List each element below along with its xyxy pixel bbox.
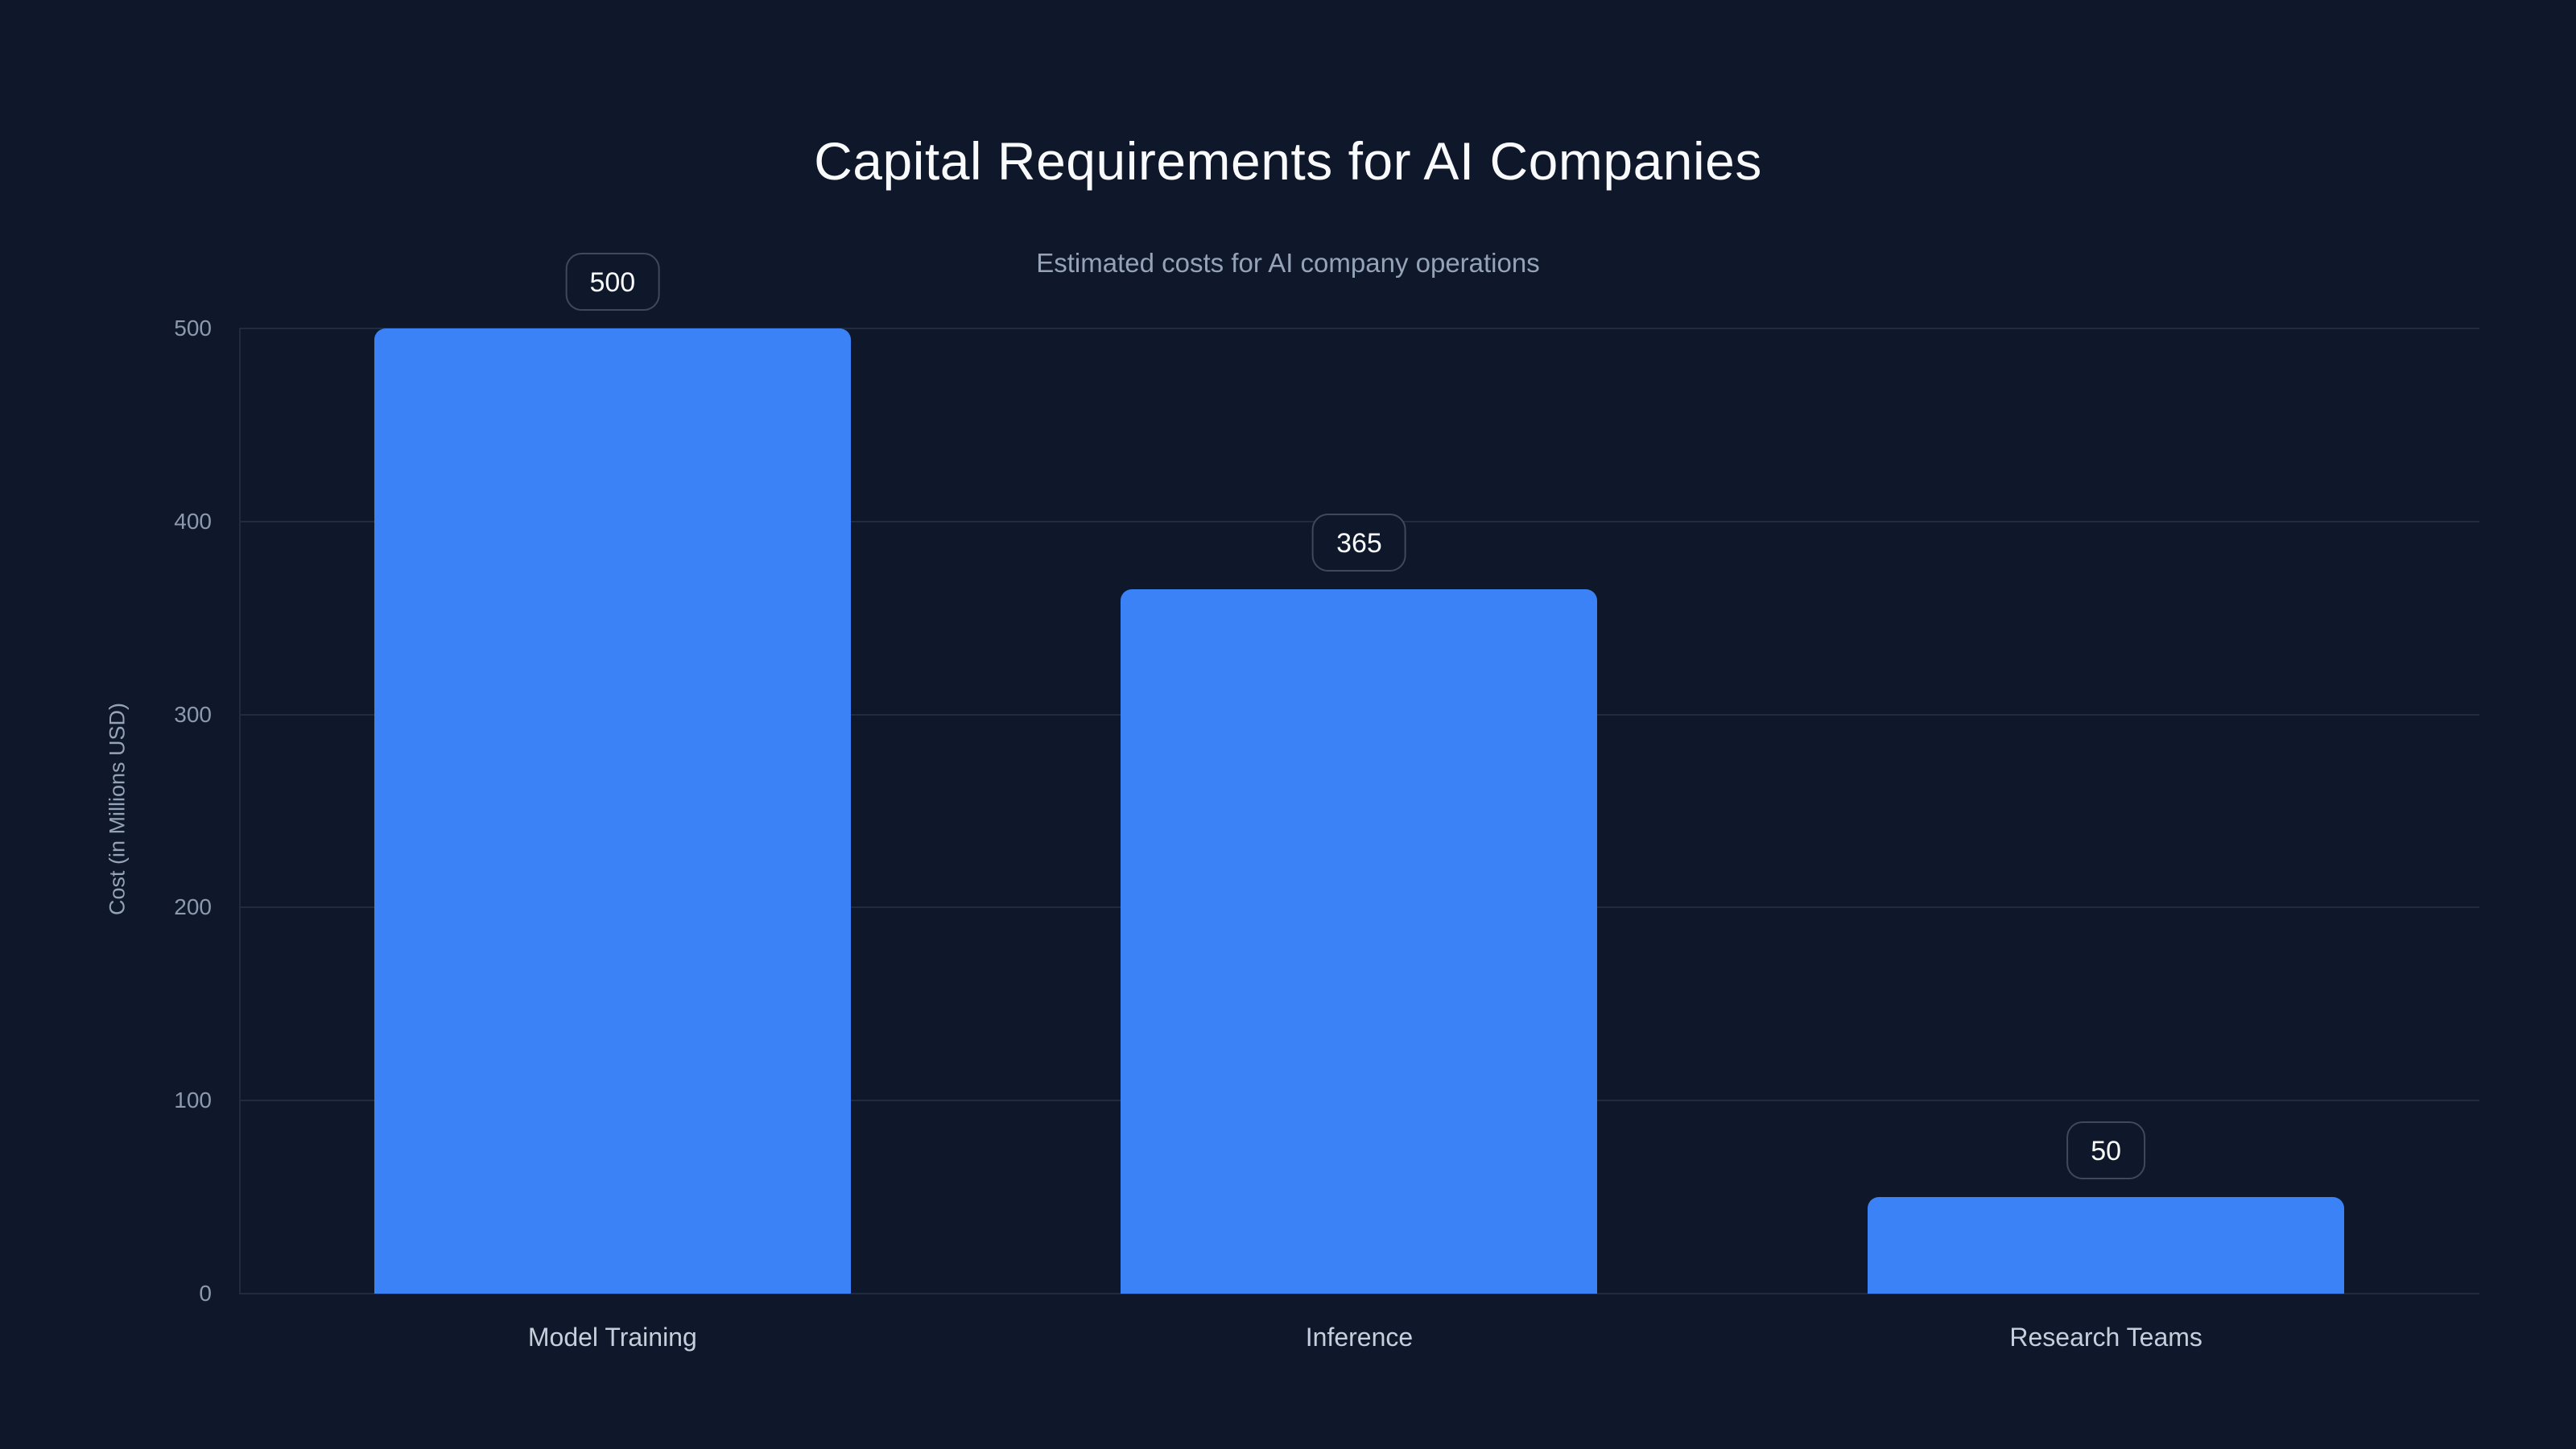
y-tick-label-0: 0 <box>199 1281 212 1306</box>
y-tick-label-500: 500 <box>174 316 212 341</box>
plot-area: 500 Model Training 365 Inference 50 Research … <box>239 253 2479 1352</box>
y-tick-label-300: 300 <box>174 701 212 727</box>
y-tick-label-100: 100 <box>174 1088 212 1113</box>
bar-slot-0: 500 Model Training <box>239 253 986 1352</box>
bar-0 <box>374 328 851 1294</box>
x-axis-label-2: Research Teams <box>2009 1323 2202 1352</box>
y-axis-tick-labels: 0 100 200 300 400 500 <box>0 316 212 1306</box>
y-tick-label-400: 400 <box>174 508 212 534</box>
value-badge-0: 500 <box>565 253 660 311</box>
y-axis-line <box>239 328 241 1294</box>
chart-title: Capital Requirements for AI Companies <box>814 131 1762 192</box>
bar-2 <box>1868 1197 2345 1294</box>
x-axis-label-0: Model Training <box>527 1323 697 1352</box>
bar-slot-2: 50 Research Teams <box>1732 328 2479 1352</box>
chart-subtitle: Estimated costs for AI company operation… <box>1036 248 1540 278</box>
value-badge-1: 365 <box>1312 513 1406 572</box>
value-badge-2: 50 <box>2066 1121 2146 1180</box>
gridline-500 <box>239 328 2479 329</box>
gridline-0 <box>239 1293 2479 1294</box>
x-axis-label-1: Inference <box>1305 1323 1414 1352</box>
bar-1 <box>1121 588 1598 1294</box>
bar-slot-1: 365 Inference <box>986 328 1733 1352</box>
y-tick-label-200: 200 <box>174 894 212 920</box>
